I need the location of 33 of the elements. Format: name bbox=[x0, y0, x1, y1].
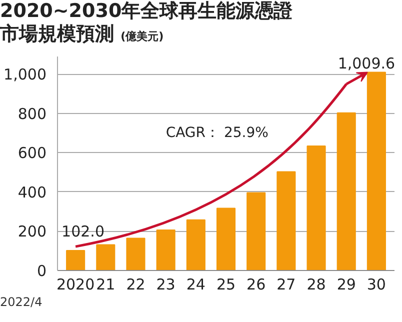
bar bbox=[216, 208, 236, 270]
x-tick-label: 26 bbox=[246, 276, 266, 294]
x-tick-label: 21 bbox=[96, 276, 116, 294]
y-tick-label: 600 bbox=[18, 144, 47, 162]
bar bbox=[276, 171, 296, 270]
bar bbox=[366, 72, 386, 270]
bar bbox=[186, 219, 206, 270]
bar bbox=[156, 230, 176, 270]
y-tick-label: 1,000 bbox=[4, 66, 47, 84]
data-label: 1,009.6 bbox=[338, 54, 396, 72]
x-tick-label: 23 bbox=[156, 276, 176, 294]
y-axis-title: (億美元) bbox=[120, 30, 164, 43]
x-tick-label: 30 bbox=[366, 276, 386, 294]
data-label: 102.0 bbox=[62, 222, 105, 240]
x-tick-label: 29 bbox=[336, 276, 356, 294]
y-tick-label: 200 bbox=[18, 222, 47, 241]
x-tick-label: 25 bbox=[216, 276, 236, 294]
annotation: CAGR： 25.9% bbox=[166, 124, 268, 141]
y-tick-label: 800 bbox=[18, 104, 47, 123]
bar bbox=[126, 238, 146, 270]
y-tick-label: 0 bbox=[36, 262, 47, 280]
bar bbox=[66, 250, 86, 270]
x-tick-label: 28 bbox=[306, 276, 326, 294]
text: 2022/4 bbox=[0, 294, 42, 311]
x-tick-label: 27 bbox=[276, 276, 296, 294]
bar bbox=[306, 146, 326, 270]
bar bbox=[96, 244, 116, 270]
bar bbox=[246, 192, 266, 270]
bar bbox=[336, 112, 356, 270]
y-tick-label: 400 bbox=[18, 183, 47, 202]
x-tick-label: 22 bbox=[126, 276, 146, 294]
x-tick-label: 24 bbox=[186, 276, 206, 294]
x-tick-label: 2020 bbox=[56, 276, 95, 294]
